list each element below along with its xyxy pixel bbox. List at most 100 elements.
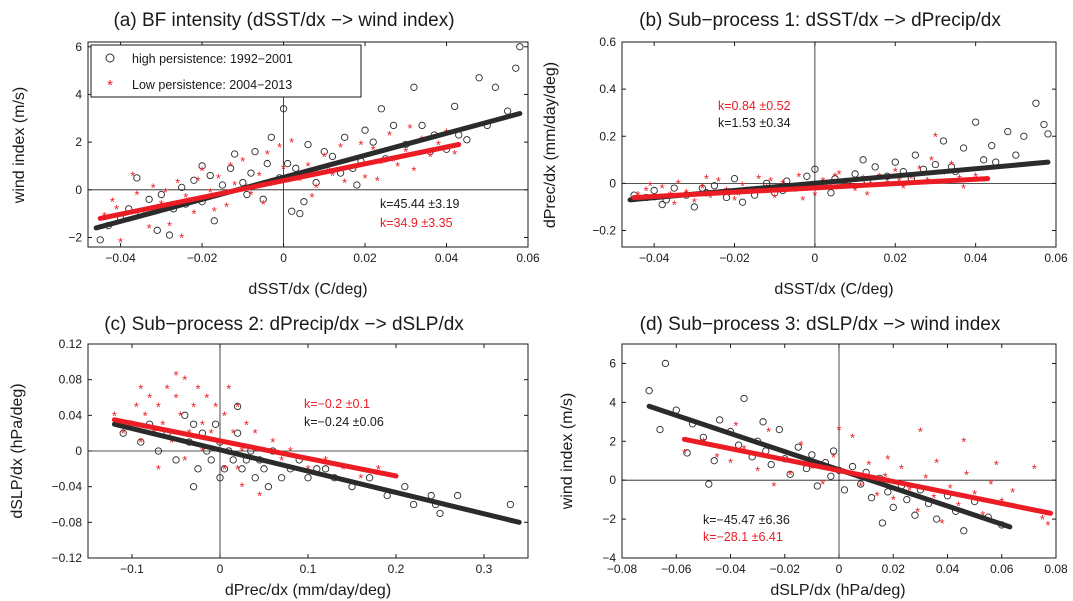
data-point-low: * (375, 173, 380, 188)
data-point-low: * (893, 165, 898, 180)
data-point-low: * (714, 450, 719, 465)
data-point-high (960, 527, 968, 535)
fit-line-high (111, 421, 522, 525)
x-tick-label: 0.02 (353, 251, 377, 265)
panel-d: (d) Sub−process 3: dSLP/dx −> wind index… (559, 314, 1068, 599)
data-point-low: * (248, 453, 253, 468)
y-tick-label: 6 (75, 40, 82, 54)
data-point-high (365, 474, 374, 482)
data-point-high (867, 494, 876, 502)
data-point-high (911, 511, 919, 519)
data-point-low: * (191, 399, 196, 414)
data-point-low: * (411, 164, 416, 179)
data-point-low: * (865, 188, 870, 203)
data-point-high (341, 133, 349, 141)
data-point-low: * (796, 169, 801, 184)
data-point-high (410, 83, 418, 91)
x-tick-label: 0.1 (300, 562, 317, 576)
data-point-high (145, 195, 153, 203)
data-point-low: * (660, 181, 665, 196)
data-point-high (939, 137, 948, 145)
data-point-low: * (766, 425, 771, 440)
data-point-low: * (915, 504, 920, 519)
data-point-low: * (213, 399, 218, 414)
data-point-low: * (257, 489, 262, 504)
data-point-high (1004, 127, 1012, 136)
data-point-high (418, 121, 426, 130)
data-point-high (840, 486, 849, 494)
data-point-low: * (173, 391, 178, 406)
data-point-low: * (239, 480, 244, 495)
data-point-high (1044, 130, 1052, 138)
data-point-high (304, 140, 312, 149)
x-tick-label: 0.04 (964, 251, 988, 265)
data-point-high (436, 509, 444, 518)
data-point-high (263, 159, 271, 168)
data-point-high (153, 226, 161, 234)
data-point-high (369, 138, 377, 146)
data-point-low: * (733, 419, 738, 434)
data-point-low: * (682, 446, 687, 461)
data-point-low: * (961, 181, 966, 196)
y-tick-label: 0 (609, 473, 616, 487)
data-point-low: * (226, 382, 231, 397)
data-point-high (233, 402, 242, 411)
y-tick-label: 0.08 (59, 373, 83, 387)
data-point-high (451, 102, 459, 111)
data-point-low: * (965, 165, 970, 180)
panel-c-ylabel: dSLP/dx (hPa/deg) (9, 383, 26, 518)
data-point-high (811, 165, 819, 173)
data-point-low: * (391, 154, 396, 169)
panel-a: (a) BF intensity (dSST/dx −> wind index)… (11, 10, 540, 298)
data-point-low: * (173, 368, 178, 383)
data-point-low: * (244, 417, 249, 432)
y-tick-label: 0.12 (59, 337, 83, 351)
data-point-high (453, 491, 462, 500)
data-point-low: * (134, 188, 139, 203)
data-point-low: * (178, 408, 183, 423)
y-tick-label: −0.2 (592, 224, 616, 238)
data-point-low: * (918, 425, 923, 440)
data-point-low: * (676, 176, 681, 191)
panel-b-marks: −0.04 −0.02 0 0.02 0.04 0.06−0.200.20.40.6***… (592, 35, 1068, 265)
y-tick-label: 0.4 (599, 82, 616, 96)
data-point-high (503, 107, 512, 115)
data-point-low: * (265, 147, 270, 162)
y-tick-label: −0.08 (52, 515, 83, 529)
data-point-low: * (407, 121, 412, 136)
x-tick-label: 0.04 (435, 251, 459, 265)
slope-annotation-high: k=45.44 ±3.19 (380, 197, 460, 211)
panel-a-xlabel: dSST/dx (C/deg) (248, 281, 367, 298)
data-point-low: * (923, 471, 928, 486)
data-point-high (207, 456, 215, 464)
data-point-low: * (387, 128, 392, 143)
panel-d-xlabel: dSLP/dx (hPa/deg) (770, 582, 905, 599)
data-point-low: * (800, 193, 805, 208)
x-tick-label: −0.04 (105, 251, 136, 265)
x-tick-label: 0.02 (882, 562, 906, 576)
fit-line-low (681, 436, 1054, 516)
data-point-high (320, 148, 328, 156)
x-tick-label: −0.06 (661, 562, 692, 576)
data-point-low: * (716, 174, 721, 189)
data-point-low: * (941, 167, 946, 182)
panel-b-plot-area (621, 41, 1057, 248)
data-point-high (353, 181, 361, 189)
data-point-high (194, 465, 202, 473)
data-point-high (871, 163, 879, 171)
y-tick-label: 6 (609, 356, 616, 370)
panel-c-xlabel: dPrec/dx (mm/day/deg) (225, 582, 391, 599)
data-point-low: * (222, 408, 227, 423)
x-tick-label: −0.04 (715, 562, 746, 576)
data-point-high (328, 152, 337, 161)
data-point-low: * (820, 477, 825, 492)
data-point-low: * (208, 185, 213, 200)
data-point-high (851, 170, 859, 178)
data-point-low: * (934, 456, 939, 471)
legend-marker-low: * (107, 77, 113, 94)
data-point-high (767, 460, 775, 469)
data-point-low: * (212, 204, 217, 219)
data-point-high (251, 474, 259, 482)
x-tick-label: 0 (280, 251, 287, 265)
